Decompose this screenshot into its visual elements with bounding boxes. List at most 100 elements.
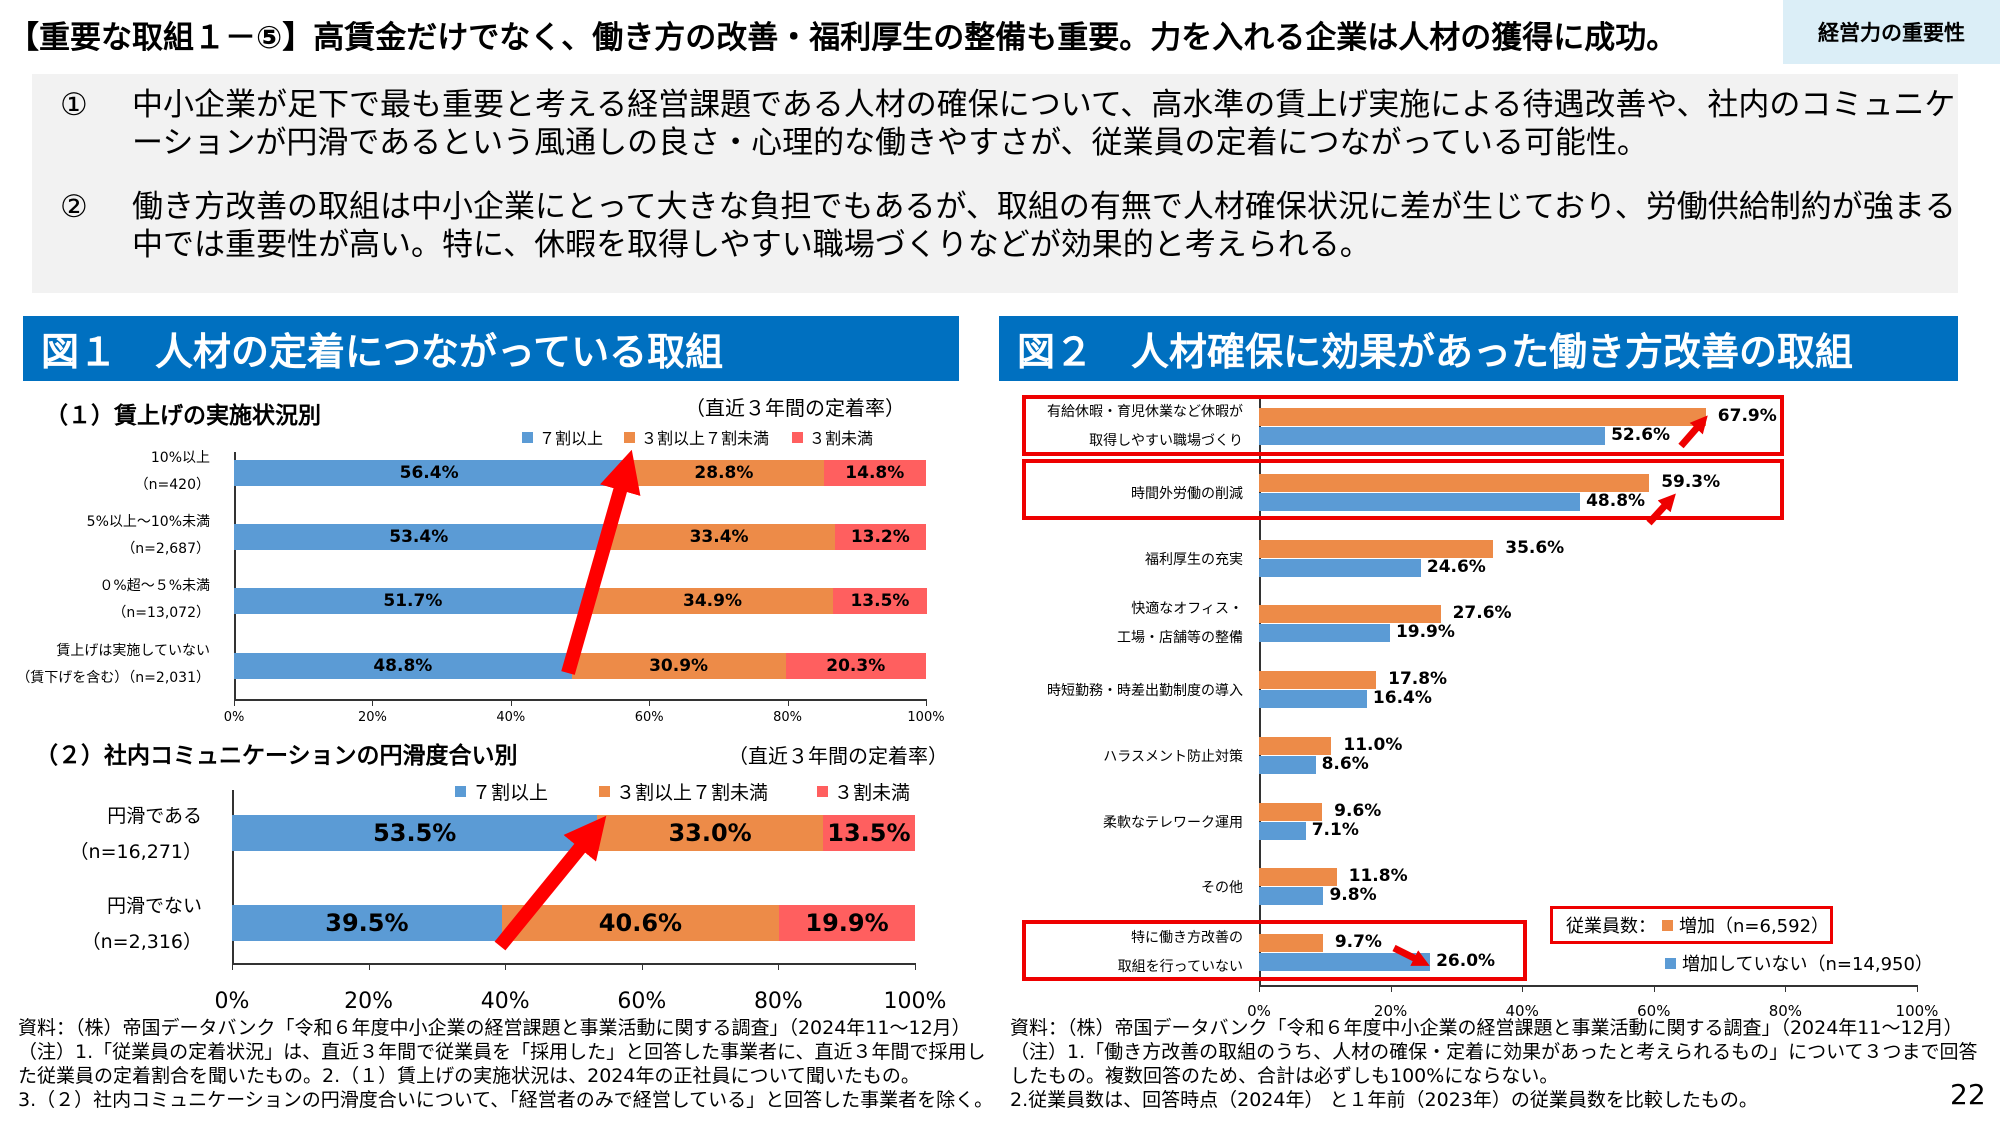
- footnote-line: た従業員の定着割合を聞いたもの。2.（１）賃上げの実施状況は、2024年の正社員…: [18, 1065, 920, 1087]
- bar-segment: 14.8%: [823, 460, 926, 486]
- x-tick-mark: [1522, 985, 1524, 992]
- category-label: 福利厚生の充実: [1145, 551, 1243, 568]
- summary-box: ① 中小企業が足下で最も重要と考える経営課題である人材の確保について、高水準の賃…: [32, 74, 1958, 293]
- category-label: 円滑である: [107, 805, 202, 827]
- value-label: 11.0%: [1343, 734, 1403, 755]
- y-axis: [232, 790, 234, 963]
- bar: [1259, 473, 1650, 492]
- footnote-line: （注）1.「従業員の定着状況」は、直近３年間で従業員を「採用した」と回答した事業…: [18, 1041, 986, 1063]
- legend-swatch: [1662, 919, 1673, 931]
- category-label: 時短勤務・時差出勤制度の導入: [1047, 683, 1243, 699]
- x-tick-label: 80%: [773, 710, 803, 725]
- trend-arrow: [494, 815, 607, 951]
- value-label: 9.6%: [1334, 800, 1382, 821]
- bar-segment: 33.0%: [597, 815, 823, 851]
- x-tick-mark: [787, 699, 789, 706]
- footnotes-right: 資料：（株）帝国データバンク「令和６年度中小企業の経営課題と事業活動に関する調査…: [1010, 1016, 1978, 1112]
- bar: [1259, 953, 1431, 971]
- bar-segment: 34.9%: [591, 588, 834, 614]
- section-badge: 経営力の重要性: [1783, 0, 2000, 64]
- value-label: 35.6%: [1505, 537, 1565, 558]
- legend-box: [1550, 906, 1833, 944]
- trend-arrow: [1646, 493, 1676, 526]
- bar: [1259, 934, 1323, 952]
- legend-label: ３割未満: [834, 782, 911, 804]
- x-tick-mark: [368, 963, 370, 970]
- x-tick-mark: [232, 963, 233, 970]
- bar-segment: 39.5%: [232, 905, 502, 941]
- x-tick-mark: [1917, 985, 1918, 992]
- x-tick-label: 100%: [907, 710, 945, 725]
- legend-title: 従業員数：: [1566, 916, 1656, 937]
- category-label: 柔軟なテレワーク運用: [1103, 814, 1243, 831]
- bar: [1259, 427, 1606, 445]
- trend-arrow: [1678, 415, 1708, 449]
- category-label: 円滑でない: [106, 895, 202, 917]
- fig2-legend-item: 増加していない（n=14,950）: [1665, 950, 1933, 976]
- value-label: 8.6%: [1321, 753, 1369, 774]
- value-label: 24.6%: [1426, 556, 1486, 577]
- value-label: 9.8%: [1329, 885, 1377, 906]
- x-tick-label: 80%: [1768, 1002, 1803, 1020]
- category-label: 賃上げは実施していない: [56, 643, 210, 659]
- category-label: その他: [1201, 880, 1243, 897]
- fig1-sub2-note: （直近３年間の定着率）: [728, 744, 948, 768]
- x-tick-label: 40%: [480, 989, 530, 1014]
- point-number: ②: [60, 189, 88, 225]
- value-label: 59.3%: [1661, 471, 1721, 492]
- x-tick-mark: [510, 699, 512, 706]
- x-tick-mark: [1653, 985, 1655, 992]
- legend-label: ３割以上７割未満: [616, 782, 769, 804]
- legend-label: ７割以上: [539, 429, 604, 448]
- value-label: 7.1%: [1311, 819, 1359, 840]
- legend-item: ３割未満: [792, 425, 873, 449]
- legend-label: 増加していない（n=14,950）: [1682, 954, 1933, 975]
- legend-swatch: [522, 431, 533, 443]
- category-label: 取組を行っていない: [1117, 959, 1243, 975]
- bar: [1259, 821, 1306, 840]
- legend-label: ３割以上７割未満: [641, 429, 770, 448]
- trend-arrow: [1392, 944, 1430, 966]
- legend-item: ７割以上: [455, 778, 548, 805]
- x-tick-mark: [372, 699, 374, 706]
- page-title: 【重要な取組１－⑤】高賃金だけでなく、働き方の改善・福利厚生の整備も重要。力を入…: [8, 20, 1678, 56]
- bar: [1259, 736, 1332, 755]
- bar: [1259, 492, 1581, 511]
- footnote-line: 資料：（株）帝国データバンク「令和６年度中小企業の経営課題と事業活動に関する調査…: [18, 1017, 971, 1039]
- x-tick-label: 100%: [1895, 1002, 1939, 1020]
- highlight-box: [1022, 459, 1784, 520]
- bar-segment: 13.5%: [833, 588, 927, 614]
- value-label: 9.7%: [1334, 932, 1382, 952]
- x-tick-label: 20%: [344, 989, 394, 1014]
- point-text: 働き方改善の取組は中小企業にとって大きな負担でもあるが、取組の有無で人材確保状況…: [132, 189, 1956, 263]
- bar: [1259, 802, 1323, 821]
- x-tick-mark: [649, 699, 651, 706]
- x-tick-label: 60%: [634, 710, 664, 725]
- value-label: 52.6%: [1611, 425, 1671, 445]
- value-label: 27.6%: [1452, 603, 1512, 624]
- category-label: 特に働き方改善の: [1131, 930, 1243, 946]
- legend-swatch: [817, 786, 828, 797]
- category-label: 快適なオフィス・: [1131, 601, 1243, 618]
- bar-segment: 19.9%: [779, 905, 915, 941]
- x-tick-label: 40%: [496, 710, 526, 725]
- x-tick-label: 80%: [753, 989, 803, 1014]
- bar-segment: 51.7%: [234, 588, 592, 614]
- x-axis: [232, 963, 915, 965]
- x-tick-label: 40%: [1505, 1002, 1539, 1020]
- value-label: 48.8%: [1586, 490, 1646, 511]
- fig1-sub1-title: （１）賃上げの実施状況別: [45, 403, 321, 429]
- legend-swatch: [599, 786, 610, 797]
- x-tick-mark: [1259, 985, 1260, 992]
- bar-segment: 48.8%: [234, 653, 572, 679]
- x-tick-mark: [926, 699, 927, 706]
- fig1-sub1-note: （直近３年間の定着率）: [685, 396, 905, 420]
- category-label: 有給休暇・育児休業など休暇が: [1047, 404, 1243, 420]
- legend-swatch: [624, 431, 635, 443]
- x-axis: [234, 699, 926, 701]
- x-tick-mark: [641, 963, 643, 970]
- category-label: （n=13,072）: [112, 605, 210, 621]
- x-axis: [1259, 985, 1917, 987]
- bar: [1259, 624, 1390, 643]
- x-tick-label: 0%: [1247, 1002, 1271, 1020]
